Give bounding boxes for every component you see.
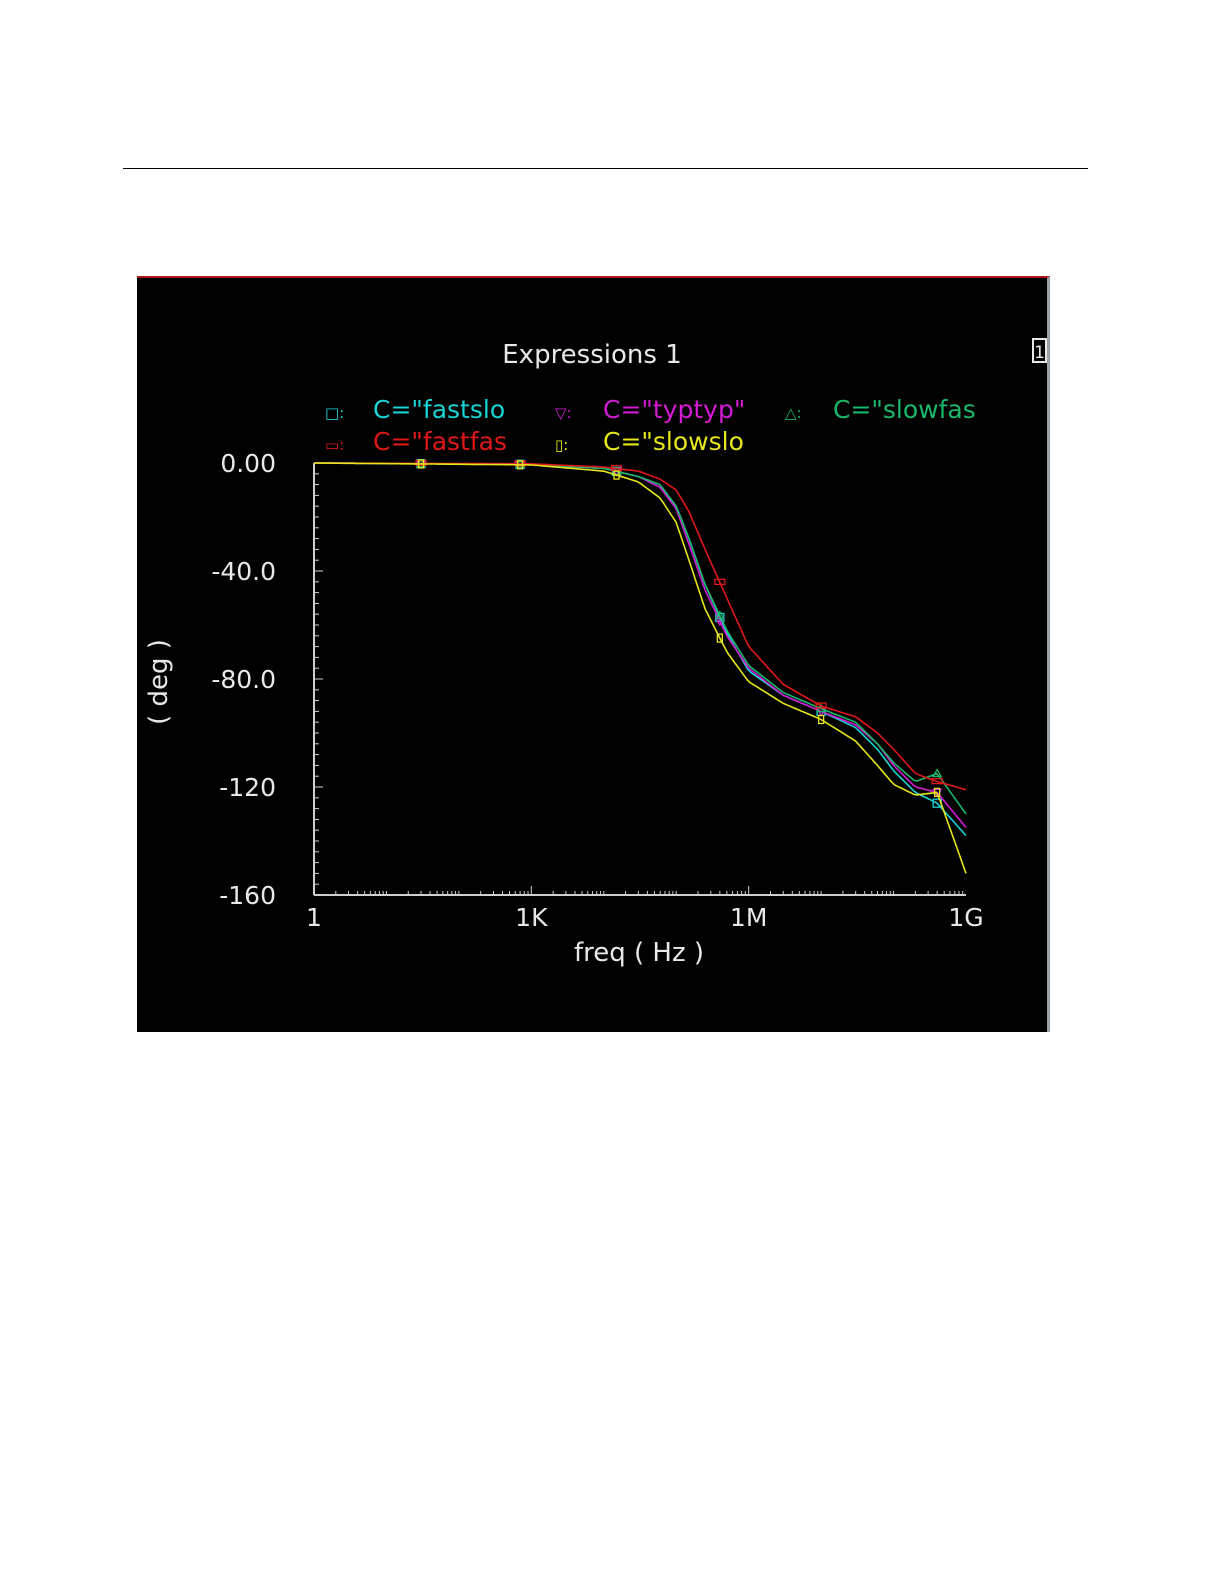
waveform-window: Expressions 1 1 □: C="fastslo ▽: C="typtyp"… xyxy=(137,276,1050,1032)
page-horizontal-rule xyxy=(123,168,1088,169)
series-line xyxy=(314,462,967,837)
series-marker xyxy=(613,470,620,480)
trace-badge-label: 1 xyxy=(1034,343,1045,363)
y-axis-label: ( deg ) xyxy=(144,639,174,725)
legend-entry[interactable]: ▭: C="fastfas xyxy=(325,427,507,456)
legend-label: C="fastslo xyxy=(373,395,505,424)
phase-plot: Expressions 1 1 □: C="fastslo ▽: C="typtyp"… xyxy=(144,338,1047,968)
legend-label: C="fastfas xyxy=(373,427,507,456)
axes: 0.00 -40.0 -80.0 -120 -160 1 1K 1M 1G xyxy=(211,449,983,932)
legend-entry[interactable]: △: C="slowfas xyxy=(785,395,976,424)
y-tick-label: -40.0 xyxy=(211,557,276,586)
legend-label: C="slowfas xyxy=(833,395,976,424)
legend-label: C="typtyp" xyxy=(603,395,745,424)
series-2 xyxy=(314,458,967,815)
x-axis-label: freq ( Hz ) xyxy=(574,938,704,968)
legend-marker-icon: □: xyxy=(325,404,344,422)
series-marker xyxy=(417,459,425,469)
legend-entry[interactable]: ▯: C="slowslo xyxy=(555,427,744,456)
legend: □: C="fastslo ▽: C="typtyp" △: C="slowfas ▭: C=… xyxy=(325,395,976,456)
y-tick-label: -120 xyxy=(219,773,276,802)
x-tick-label: 1K xyxy=(515,903,548,932)
series-line xyxy=(314,462,967,874)
series-marker xyxy=(714,610,725,620)
series-marker xyxy=(931,777,943,785)
legend-label: C="slowslo xyxy=(603,427,744,456)
legend-marker-icon: ▯: xyxy=(555,436,568,454)
series-4 xyxy=(314,459,967,874)
y-tick-label: -160 xyxy=(219,881,276,910)
x-tick-label: 1 xyxy=(306,903,322,932)
series-0 xyxy=(314,459,967,837)
legend-marker-icon: ▽: xyxy=(555,404,572,422)
series-marker xyxy=(817,714,825,725)
x-tick-label: 1G xyxy=(948,903,983,932)
series-marker xyxy=(934,787,941,798)
series-marker xyxy=(932,768,943,778)
legend-marker-icon: △: xyxy=(785,404,802,422)
y-tick-label: 0.00 xyxy=(220,449,276,478)
series-line xyxy=(314,462,967,815)
plot-area xyxy=(314,458,967,874)
series-marker xyxy=(716,633,723,643)
y-tick-label: -80.0 xyxy=(211,665,276,694)
trace-badge[interactable]: 1 xyxy=(1032,338,1047,363)
series-marker xyxy=(815,702,827,709)
chart-title: Expressions 1 xyxy=(502,340,682,370)
x-tick-label: 1M xyxy=(730,903,767,932)
legend-entry[interactable]: ▽: C="typtyp" xyxy=(555,395,745,424)
series-marker xyxy=(516,460,524,470)
series-1 xyxy=(314,460,967,829)
series-line xyxy=(314,462,967,829)
legend-marker-icon: ▭: xyxy=(325,436,344,454)
legend-entry[interactable]: □: C="fastslo xyxy=(325,395,505,424)
series-marker xyxy=(714,578,726,586)
